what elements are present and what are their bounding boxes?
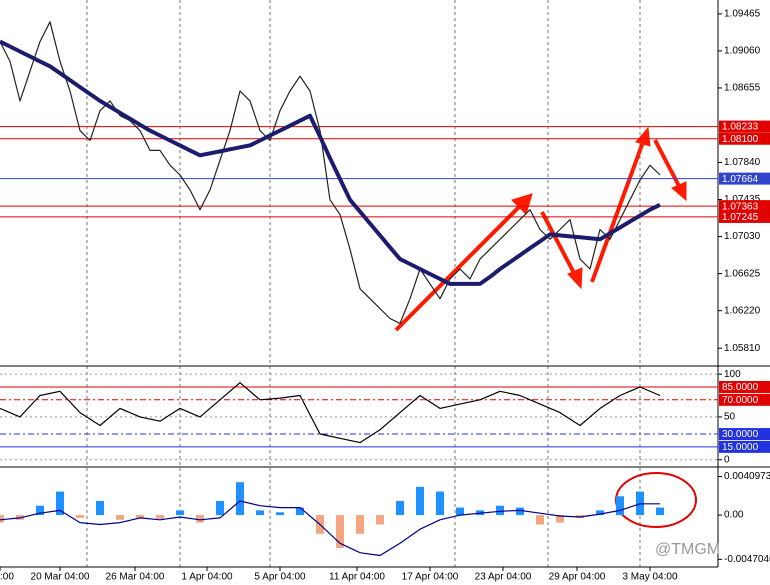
level-label-box [719, 440, 770, 453]
histogram-bar [156, 515, 164, 519]
histogram-bar [396, 500, 404, 516]
x-tick-label: 26 Mar 04:00 [106, 572, 165, 583]
x-tick-label: 3 May 04:00 [622, 572, 677, 583]
level-label: 1.07363 [722, 201, 759, 212]
x-tick-label: 23 Apr 04:00 [475, 572, 532, 583]
histogram-bar [556, 515, 564, 523]
y-tick-label: 1.08655 [724, 83, 761, 94]
y-tick-label: 1.07030 [724, 231, 761, 242]
level-label: 85.0000 [722, 382, 759, 393]
y-tick-label: 1.09060 [724, 46, 761, 57]
level-label: 1.08233 [722, 122, 759, 133]
series-line [0, 500, 660, 557]
histogram-bar [516, 507, 524, 516]
histogram-bar [416, 486, 424, 516]
y-tick-label: 1.07435 [724, 194, 761, 205]
x-tick-label: 20 Mar 04:00 [31, 572, 90, 583]
level-label-box [719, 120, 770, 133]
histogram-bar [376, 515, 384, 525]
level-label: 30.0000 [722, 429, 759, 440]
level-label-box [719, 172, 770, 185]
histogram-bar [356, 515, 364, 534]
histogram-bar [96, 500, 104, 516]
level-label: 1.07664 [722, 174, 759, 185]
x-tick-label: 17 Apr 04:00 [402, 572, 459, 583]
arrows [394, 126, 687, 332]
y-tick-label: 1.05810 [724, 343, 761, 354]
watermark: @TMGM [655, 541, 720, 558]
level-label-box [719, 210, 770, 223]
x-tick-label: :00 [0, 572, 14, 583]
histogram-bar [436, 491, 444, 516]
histogram-bar [136, 515, 144, 518]
y-tick-label: -0.0047046 [724, 554, 770, 565]
histogram-bar [216, 500, 224, 516]
histogram-bar [296, 507, 304, 516]
level-label: 15.0000 [722, 442, 759, 453]
level-label-box [719, 200, 770, 213]
x-tick-label: 1 Apr 04:00 [181, 572, 233, 583]
y-tick-label: 100 [724, 369, 741, 380]
histogram-bar [116, 515, 124, 520]
level-label: 70.0000 [722, 395, 759, 406]
histogram-bar [596, 510, 604, 516]
level-label: 1.07245 [722, 212, 759, 223]
y-tick-label: 0.0040973 [724, 471, 770, 482]
panel-borders [0, 0, 770, 568]
histogram-bar [76, 515, 84, 518]
y-tick-label: 0.00 [724, 510, 744, 521]
level-label-box [719, 428, 770, 441]
series-line [0, 382, 661, 444]
y-tick-label: 1.09465 [724, 9, 761, 20]
series-line [0, 21, 661, 324]
level-label: 1.08100 [722, 134, 759, 145]
x-tick-label: 29 Apr 04:00 [549, 572, 606, 583]
level-label-box [719, 132, 770, 145]
histogram-bar [56, 491, 64, 516]
level-label-box [719, 393, 770, 406]
y-tick-label: 50 [724, 412, 736, 423]
y-tick-label: 0 [724, 454, 730, 465]
histogram-bar [496, 505, 504, 516]
histogram-bar [176, 510, 184, 516]
histogram-bar [276, 512, 284, 516]
histogram-bar [616, 496, 624, 516]
histogram-bar [456, 507, 464, 516]
y-tick-label: 1.07840 [724, 157, 761, 168]
x-tick-label: 11 Apr 04:00 [329, 572, 385, 583]
histogram-bar [236, 482, 244, 516]
y-tick-label: 1.06625 [724, 268, 761, 279]
histogram-bar [0, 515, 4, 523]
histogram-bar [196, 515, 204, 523]
series-line [0, 39, 661, 286]
level-label-box [719, 380, 770, 393]
histogram-bar [36, 505, 44, 516]
histogram-bar [336, 515, 344, 549]
histogram-bar [656, 507, 664, 516]
x-tick-label: 5 Apr 04:00 [254, 572, 306, 583]
histogram-bar [256, 510, 264, 516]
y-tick-label: 1.06220 [724, 305, 761, 316]
histogram-bar [536, 515, 544, 525]
